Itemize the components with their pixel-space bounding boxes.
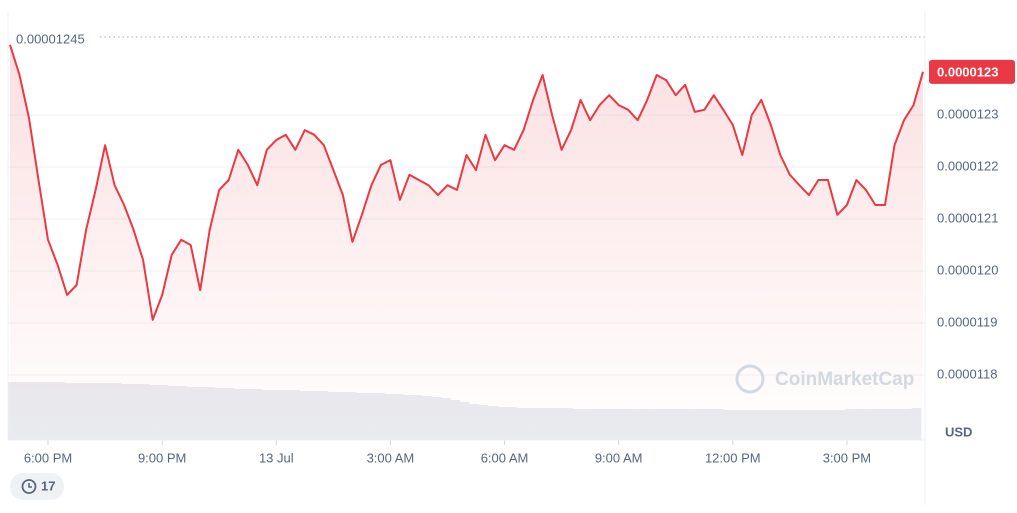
- x-tick-label: 12:00 PM: [705, 450, 761, 465]
- last-price-label: 0.0000123: [937, 64, 998, 79]
- x-tick-label: 13 Jul: [259, 450, 294, 465]
- y-tick-label: 0.0000123: [937, 106, 998, 121]
- x-tick-label: 6:00 PM: [24, 450, 72, 465]
- reference-label: 0.00001245: [16, 31, 85, 46]
- price-area: [10, 44, 923, 441]
- x-tick-label: 3:00 PM: [823, 450, 871, 465]
- y-tick-label: 0.0000120: [937, 262, 998, 277]
- y-tick-label: 0.0000122: [937, 158, 998, 173]
- watermark: CoinMarketCap: [775, 369, 914, 390]
- x-tick-label: 3:00 AM: [367, 450, 415, 465]
- history-count[interactable]: 17: [41, 478, 55, 493]
- y-tick-label: 0.0000118: [937, 366, 998, 381]
- watermark-logo: [735, 364, 765, 394]
- history-badge[interactable]: [10, 473, 64, 500]
- x-tick-label: 9:00 AM: [595, 450, 643, 465]
- y-tick-label: 0.0000119: [937, 314, 998, 329]
- last-price-badge: [929, 59, 1015, 84]
- y-tick-label: 0.0000121: [937, 210, 998, 225]
- history-icon-hands: [28, 483, 32, 488]
- currency-label: USD: [945, 424, 972, 439]
- history-icon: [21, 479, 37, 494]
- price-line: [9, 44, 924, 321]
- x-tick-label: 6:00 AM: [481, 450, 529, 465]
- plot: [9, 36, 925, 441]
- x-tick-label: 9:00 PM: [138, 450, 186, 465]
